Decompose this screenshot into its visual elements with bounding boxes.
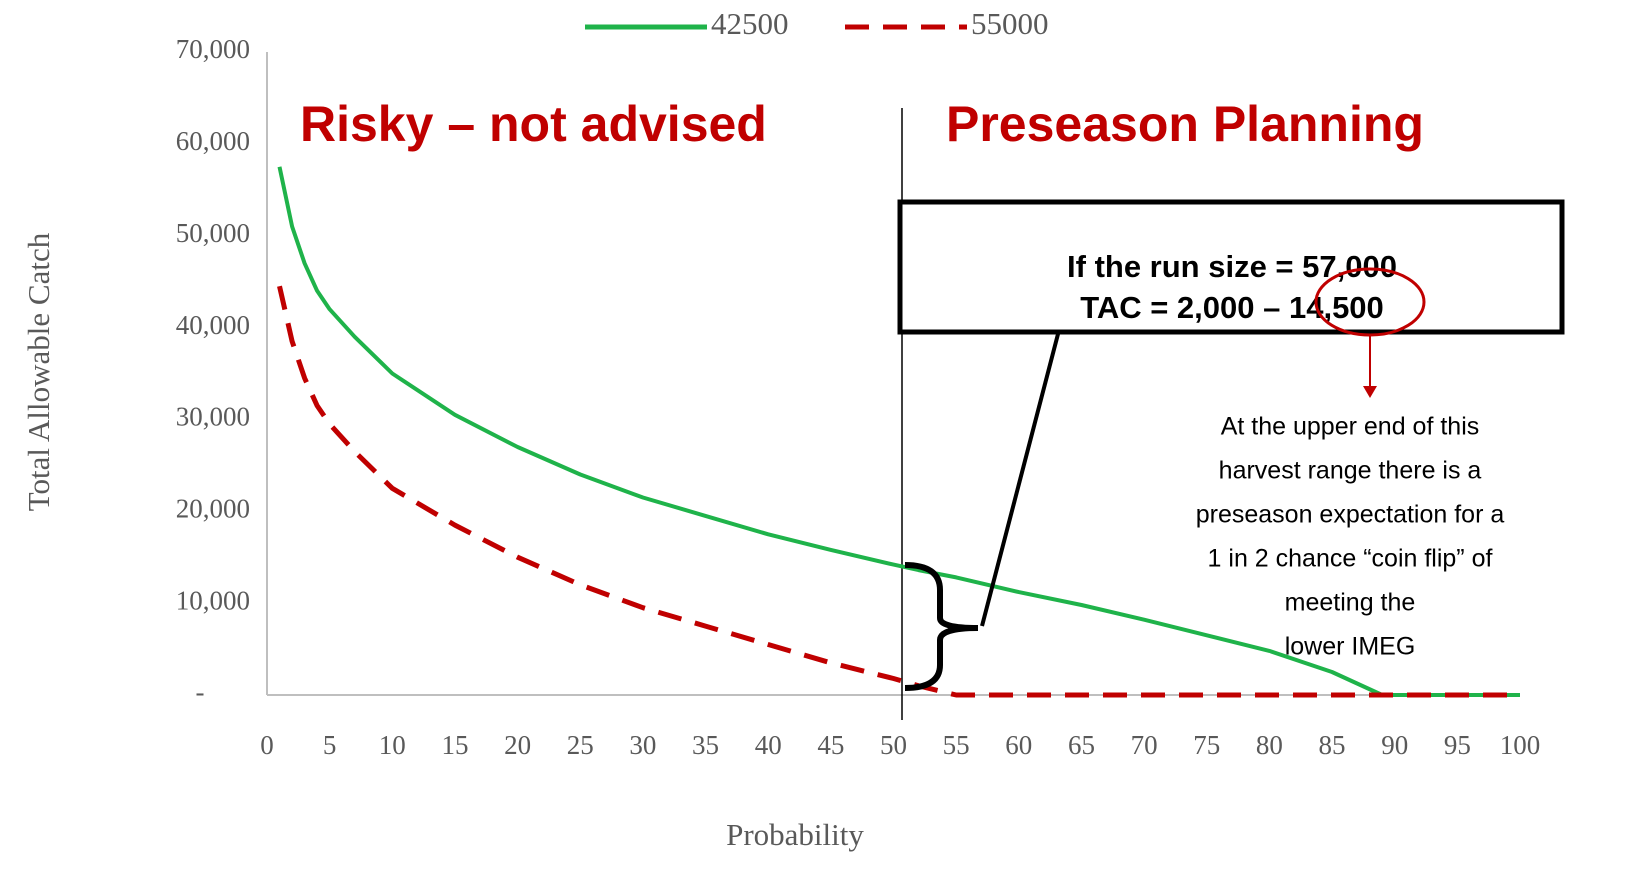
y-tick-label: 50,000	[176, 218, 250, 248]
arrowhead	[1363, 386, 1377, 398]
x-tick-label: 15	[441, 730, 468, 760]
x-tick-label: 10	[379, 730, 406, 760]
note-text: meeting the	[1285, 589, 1416, 617]
y-tick-label: -	[196, 677, 205, 707]
x-tick-label: 85	[1319, 730, 1346, 760]
x-tick-label: 5	[323, 730, 337, 760]
y-tick-label: 70,000	[176, 34, 250, 64]
note-text: At the upper end of this	[1221, 413, 1480, 441]
x-tick-label: 80	[1256, 730, 1283, 760]
x-tick-label: 95	[1444, 730, 1471, 760]
note-text: harvest range there is a	[1219, 457, 1482, 485]
note-text: 1 in 2 chance “coin flip” of	[1208, 545, 1493, 573]
y-tick-label: 60,000	[176, 126, 250, 156]
callout-box	[897, 199, 1565, 335]
x-tick-label: 55	[943, 730, 970, 760]
x-axis-label: Probability	[726, 817, 864, 852]
callout-text: If the run size = 57,000	[1067, 249, 1397, 284]
y-tick-label: 20,000	[176, 493, 250, 523]
x-tick-label: 60	[1005, 730, 1032, 760]
x-tick-label: 30	[629, 730, 656, 760]
x-tick-label: 70	[1131, 730, 1158, 760]
x-tick-label: 20	[504, 730, 531, 760]
x-tick-label: 100	[1500, 730, 1541, 760]
y-axis-label: Total Allowable Catch	[21, 232, 56, 511]
x-tick-label: 65	[1068, 730, 1095, 760]
x-tick-label: 75	[1193, 730, 1220, 760]
legend-label: 42500	[711, 6, 789, 41]
callout-text: TAC = 2,000 – 14,500	[1080, 290, 1384, 325]
region-label: Risky – not advised	[300, 96, 767, 152]
note-text: lower IMEG	[1285, 633, 1416, 661]
y-tick-label: 10,000	[176, 585, 250, 615]
x-tick-label: 50	[880, 730, 907, 760]
series-line	[277, 285, 1520, 698]
x-tick-label: 45	[817, 730, 844, 760]
x-tick-label: 90	[1381, 730, 1408, 760]
x-tick-label: 25	[567, 730, 594, 760]
series-line	[277, 166, 1520, 697]
x-tick-label: 40	[755, 730, 782, 760]
brace	[904, 562, 979, 691]
note-text: preseason expectation for a	[1196, 501, 1505, 529]
x-tick-label: 35	[692, 730, 719, 760]
legend-label: 55000	[971, 6, 1049, 41]
y-tick-label: 30,000	[176, 402, 250, 432]
y-tick-label: 40,000	[176, 310, 250, 340]
pointer-line	[980, 333, 1060, 627]
x-tick-label: 0	[260, 730, 274, 760]
region-label: Preseason Planning	[946, 96, 1424, 152]
